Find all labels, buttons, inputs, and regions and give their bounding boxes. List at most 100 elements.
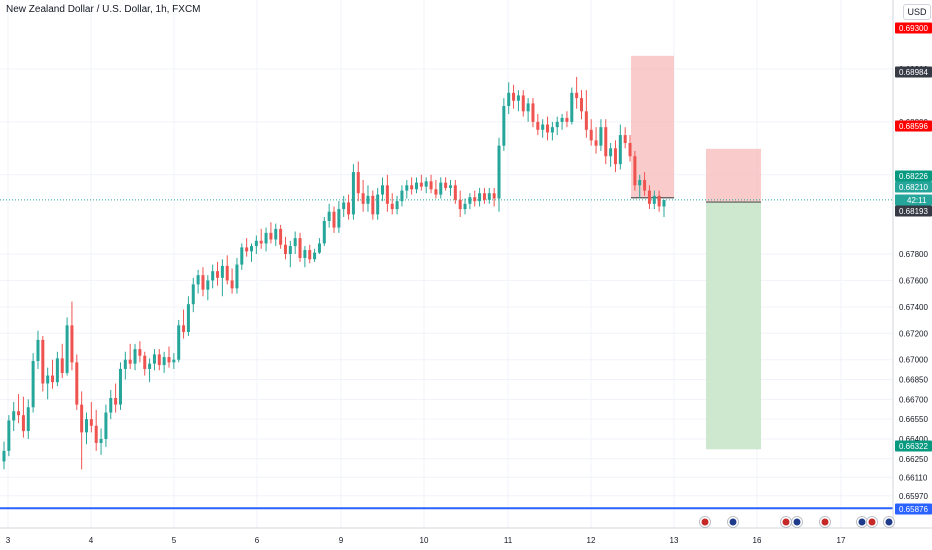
x-tick-label-0: 3 (6, 536, 11, 545)
candle-body-72 (351, 172, 355, 215)
event-flag-icon-7 (883, 516, 895, 528)
candle-body-89 (434, 189, 438, 195)
candle-body-12 (60, 358, 64, 373)
candle-body-79 (385, 185, 389, 204)
candle-body-3 (17, 411, 21, 416)
candle-body-21 (104, 412, 108, 439)
candle-body-66 (322, 220, 326, 244)
event-flag-icon-1 (727, 516, 739, 528)
candle-body-85 (414, 182, 419, 190)
event-flag-dot-1 (729, 518, 737, 526)
candle-body-49 (240, 247, 244, 265)
candle-body-129 (628, 143, 632, 157)
candle-body-44 (216, 271, 220, 278)
candle-body-0 (2, 450, 6, 462)
candle-body-47 (230, 280, 234, 289)
candle-body-58 (283, 244, 287, 255)
candle-body-115 (560, 117, 564, 122)
price-tag-bg-6 (895, 205, 932, 217)
candle-body-88 (429, 181, 433, 190)
price-tag-bg-2 (895, 120, 932, 132)
candle-body-100 (487, 193, 491, 200)
candle-body-91 (444, 182, 448, 188)
candle-body-51 (249, 246, 254, 252)
candle-body-7 (36, 339, 40, 362)
y-tick-label-12: 0.66250 (899, 455, 928, 464)
candle-body-8 (41, 339, 45, 384)
candle-body-94 (458, 199, 462, 210)
candle-body-23 (114, 398, 118, 405)
price-axis-bg (893, 0, 932, 528)
event-flag-dot-3 (793, 518, 801, 526)
y-tick-label-7: 0.67000 (899, 356, 928, 365)
candle-body-39 (191, 284, 195, 305)
candle-body-135 (657, 195, 661, 207)
candle-body-101 (492, 193, 496, 199)
x-tick-label-3: 6 (255, 536, 260, 545)
price-tag-5: 42:11 (907, 196, 927, 205)
candle-body-131 (638, 180, 642, 186)
candle-body-98 (478, 193, 482, 202)
y-tick-label-11: 0.66400 (899, 435, 928, 444)
candle-body-95 (463, 203, 467, 210)
stop-loss-zone-1 (706, 148, 761, 203)
currency-button[interactable]: USD (903, 4, 931, 20)
candle-body-116 (565, 117, 569, 122)
candle-body-114 (555, 121, 559, 128)
candle-body-40 (196, 275, 200, 285)
candle-body-31 (152, 354, 156, 364)
candle-body-46 (225, 265, 229, 281)
candle-body-25 (123, 359, 127, 369)
candle-body-13 (65, 325, 69, 373)
candle-body-28 (138, 349, 142, 356)
candle-body-60 (293, 238, 297, 247)
candle-body-113 (550, 127, 554, 133)
candle-body-11 (55, 358, 59, 383)
candle-body-104 (507, 92, 511, 107)
candle-body-18 (89, 419, 93, 426)
candle-body-57 (279, 228, 283, 245)
candle-body-92 (448, 185, 452, 188)
candle-body-35 (172, 359, 176, 363)
candle-body-45 (220, 265, 224, 278)
candle-body-134 (652, 195, 656, 204)
candle-body-118 (575, 92, 579, 99)
candle-body-133 (647, 190, 651, 204)
candle-body-73 (356, 172, 360, 194)
candle-body-77 (376, 194, 380, 215)
candle-body-50 (245, 247, 249, 252)
candle-body-30 (148, 363, 152, 369)
candle-body-122 (594, 140, 598, 146)
candle-body-63 (308, 250, 312, 260)
candle-body-119 (579, 98, 584, 112)
candle-body-29 (143, 355, 147, 369)
chart-title: New Zealand Dollar / U.S. Dollar, 1h, FX… (6, 4, 201, 15)
candle-body-106 (516, 95, 520, 101)
candle-body-87 (424, 181, 428, 187)
candle-body-26 (128, 359, 132, 364)
candle-body-121 (589, 129, 593, 141)
candle-body-37 (182, 325, 186, 332)
candle-body-5 (26, 407, 30, 432)
candle-body-43 (211, 271, 215, 281)
price-tag-bg-1 (895, 66, 932, 78)
candle-body-54 (264, 232, 268, 244)
candle-body-81 (395, 201, 399, 210)
candle-body-120 (584, 111, 588, 130)
candle-body-6 (31, 361, 35, 408)
event-flag-icon-2 (780, 516, 792, 528)
candle-body-125 (609, 148, 613, 157)
candle-body-78 (381, 185, 385, 195)
price-tag-2: 0.68596 (899, 122, 928, 131)
y-tick-label-8: 0.66850 (899, 376, 928, 385)
candle-body-34 (167, 357, 171, 363)
candle-body-61 (298, 238, 302, 258)
candle-body-68 (332, 211, 336, 228)
candle-body-83 (405, 185, 409, 191)
event-flag-dot-0 (701, 518, 709, 526)
candle-body-107 (521, 95, 525, 112)
candle-body-109 (531, 103, 535, 122)
x-tick-label-9: 16 (753, 536, 762, 545)
